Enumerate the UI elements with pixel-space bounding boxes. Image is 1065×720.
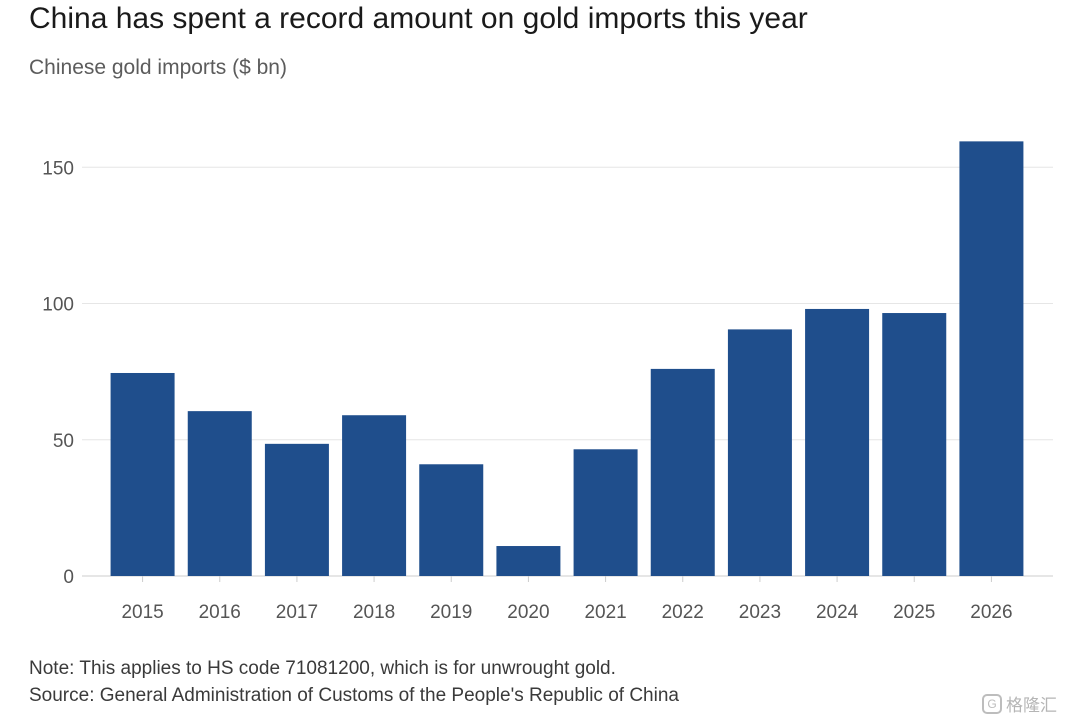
bar-2024 <box>805 308 870 576</box>
bar-2016 <box>187 411 252 576</box>
x-tick-label: 2023 <box>739 602 781 623</box>
bar-2022 <box>650 368 715 576</box>
source-text: Source: General Administration of Custom… <box>29 685 679 706</box>
y-tick-label: 0 <box>63 567 74 588</box>
bar-2026 <box>959 141 1024 577</box>
bars <box>110 141 1024 577</box>
x-tick-label: 2022 <box>662 602 704 623</box>
x-axis-ticks: 2015 2016 2017 2018 2019 2020 2021 2022 2023 2024… <box>121 576 1013 623</box>
y-tick-label: 50 <box>53 431 74 452</box>
x-tick-label: 2024 <box>816 602 859 623</box>
bar-2023 <box>727 329 792 576</box>
bar-2020 <box>496 546 561 576</box>
bar-2021 <box>573 449 638 576</box>
y-tick-label: 100 <box>42 295 74 316</box>
x-tick-label: 2020 <box>507 602 549 623</box>
x-tick-label: 2025 <box>893 602 935 623</box>
x-tick-label: 2018 <box>353 602 395 623</box>
x-tick-label: 2019 <box>430 602 472 623</box>
chart-title: China has spent a record amount on gold … <box>29 2 808 35</box>
watermark-text: 格隆汇 <box>1006 696 1057 715</box>
bar-2018 <box>342 415 407 576</box>
x-tick-label: 2026 <box>970 602 1012 623</box>
x-tick-label: 2017 <box>276 602 318 623</box>
x-tick-label: 2016 <box>199 602 241 623</box>
x-tick-label: 2021 <box>584 602 626 623</box>
x-tick-label: 2015 <box>121 602 163 623</box>
note-text: Note: This applies to HS code 71081200, … <box>29 658 616 679</box>
bar-2015 <box>110 372 175 576</box>
chart-footer: Note: This applies to HS code 71081200, … <box>29 655 679 709</box>
y-tick-label: 150 <box>42 158 74 179</box>
y-axis-ticks: 0 50 100 150 <box>42 158 74 588</box>
bar-2025 <box>882 313 947 576</box>
watermark: G 格隆汇 <box>982 691 1057 716</box>
chart-subtitle: Chinese gold imports ($ bn) <box>29 56 287 79</box>
bar-2019 <box>419 464 484 576</box>
watermark-logo-icon: G <box>982 693 1002 714</box>
bar-2017 <box>264 443 329 576</box>
